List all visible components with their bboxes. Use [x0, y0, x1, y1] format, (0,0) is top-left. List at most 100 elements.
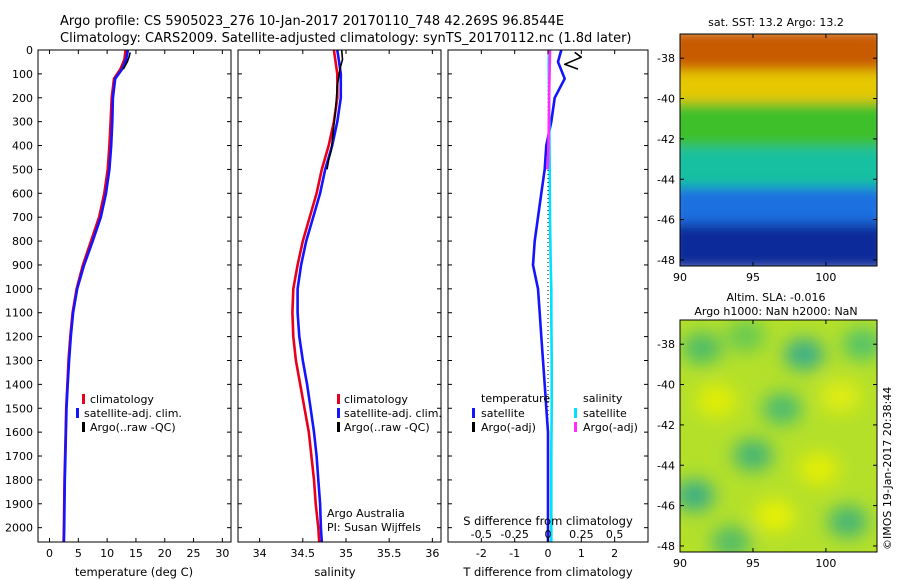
lat-tick-label: -40 [657, 379, 675, 392]
x-tick-label: 0 [545, 547, 552, 560]
legend-label-s-argo: Argo(-adj) [583, 421, 638, 434]
depth-tick-label: 100 [12, 68, 33, 81]
lat-tick-label: -44 [657, 173, 675, 186]
x-tick-label: -1 [509, 547, 520, 560]
lat-tick-label: -44 [657, 459, 675, 472]
x-tick-label: 36 [425, 547, 439, 560]
sla-map-axes-box [679, 319, 878, 553]
depth-tick-label: 700 [12, 211, 33, 224]
sla-map-title-line2: Argo h1000: NaN h2000: NaN [694, 305, 857, 318]
temperature-ticks: 0100200300400500600700800900100011001200… [5, 44, 231, 560]
depth-tick-label: 1000 [5, 283, 33, 296]
s-diff-tick-label: -0.25 [500, 528, 528, 541]
sla-heatmap [680, 320, 877, 552]
series-line-temperature-0 [62, 49, 127, 543]
legend-label-climatology: climatology [90, 393, 154, 406]
x-tick-label: 35 [339, 547, 353, 560]
legend-swatch-t-argo [472, 422, 475, 432]
s-diff-tick-label: -0.5 [471, 528, 492, 541]
sst-map-axes-box [679, 33, 878, 267]
lon-tick-label: 90 [673, 557, 687, 570]
lat-tick-label: -38 [657, 52, 675, 65]
series-line-salinity-0 [291, 49, 339, 543]
credit-text: ©IMOS 19-Jan-2017 20:38:44 [881, 387, 894, 550]
x-tick-label: 34.5 [291, 547, 316, 560]
sla-blob-12 [711, 525, 752, 552]
s-diff-tick-label: 0.25 [569, 528, 594, 541]
salinity-series-layer [291, 49, 344, 543]
lat-tick-label: -40 [657, 93, 675, 106]
difference-axes-box [447, 49, 649, 543]
lon-tick-label: 100 [815, 271, 836, 284]
legend-label-satellite-adj: satellite-adj. clim. [344, 407, 442, 420]
salinity-ticks: 34 34.5 35 35.5 36 [238, 49, 441, 560]
legend-swatch-climatology [337, 394, 340, 404]
temperature-axes-box [37, 49, 232, 543]
temperature-xlabel: temperature (deg C) [75, 565, 193, 579]
lat-tick-label: -38 [657, 338, 675, 351]
difference-panel: -2 -1 0 1 2 -0.5 -0.25 0 0.25 0.5 T difference fr… [447, 49, 649, 579]
figure-title-line1: Argo profile: CS 5905023_276 10-Jan-2017… [60, 14, 564, 29]
sst-band-3 [680, 147, 877, 196]
depth-tick-label: 800 [12, 235, 33, 248]
depth-tick-label: 0 [26, 44, 33, 57]
salinity-xlabel: salinity [314, 565, 355, 579]
sla-blob-10 [754, 499, 795, 532]
sla-map-ticks: -38 -40 -42 -44 -46 -48 90 95 100 [657, 320, 877, 570]
legend-label-t-satellite: satellite [481, 407, 525, 420]
lat-tick-label: -42 [657, 419, 675, 432]
sla-blob-9 [680, 479, 715, 512]
series-line-difference-3 [546, 49, 552, 170]
difference-legend: temperature salinity satellite Argo(-adj… [472, 392, 638, 434]
legend-swatch-argo [82, 422, 85, 432]
series-line-temperature-2 [122, 52, 131, 70]
sla-blob-4 [696, 384, 737, 417]
depth-tick-label: 500 [12, 163, 33, 176]
series-line-difference-1 [563, 51, 583, 70]
lat-tick-label: -48 [657, 540, 675, 553]
legend-swatch-satellite-adj [76, 408, 79, 418]
depth-tick-label: 1400 [5, 378, 33, 391]
depth-tick-label: 1500 [5, 402, 33, 415]
sla-blob-7 [732, 439, 773, 472]
sla-blob-3 [842, 328, 877, 361]
lon-tick-label: 95 [746, 271, 760, 284]
difference-xlabel: T difference from climatology [462, 565, 633, 579]
legend-label-t-argo: Argo(-adj) [481, 421, 536, 434]
sst-band-5 [680, 223, 877, 266]
depth-tick-label: 200 [12, 92, 33, 105]
sst-map-title: sat. SST: 13.2 Argo: 13.2 [708, 16, 844, 29]
salinity-panel: 34 34.5 35 35.5 36 salinity climatology sate… [237, 49, 442, 579]
sst-map-panel: sat. SST: 13.2 Argo: 13.2 -38 -40 -42 -44 -4… [657, 16, 878, 284]
x-tick-label: 25 [187, 547, 201, 560]
depth-tick-label: 1200 [5, 331, 33, 344]
lat-tick-label: -46 [657, 500, 675, 513]
depth-tick-label: 1700 [5, 450, 33, 463]
s-diff-tick-label: 0.5 [606, 528, 624, 541]
figure-title-line2: Climatology: CARS2009. Satellite-adjuste… [60, 31, 632, 46]
x-tick-label: 0 [46, 547, 53, 560]
salinity-annotation-line1: Argo Australia [327, 507, 405, 520]
legend-label-s-satellite: satellite [583, 407, 627, 420]
difference-xlabel-top: S difference from climatology [463, 514, 633, 528]
x-tick-label: 34 [253, 547, 267, 560]
sla-map-title-line1: Altim. SLA: -0.016 [726, 291, 825, 304]
legend-swatch-climatology [82, 394, 85, 404]
salinity-legend: climatology satellite-adj. clim. Argo(..… [337, 393, 442, 434]
depth-tick-label: 1100 [5, 307, 33, 320]
sla-map-panel: Altim. SLA: -0.016 Argo h1000: NaN h2000… [657, 291, 878, 570]
temperature-series-layer [62, 49, 131, 543]
sla-blob-1 [725, 320, 766, 353]
lat-tick-label: -42 [657, 133, 675, 146]
legend-group-temperature: temperature [481, 392, 550, 405]
depth-tick-label: 300 [12, 116, 33, 129]
difference-ticks: -2 -1 0 1 2 -0.5 -0.25 0 0.25 0.5 [448, 49, 648, 560]
lon-tick-label: 100 [815, 557, 836, 570]
series-line-difference-0 [531, 49, 567, 542]
difference-series-layer [531, 49, 583, 542]
series-line-salinity-2 [326, 49, 344, 170]
sla-blobs [680, 320, 877, 552]
depth-tick-label: 600 [12, 187, 33, 200]
sla-blob-5 [762, 392, 803, 425]
